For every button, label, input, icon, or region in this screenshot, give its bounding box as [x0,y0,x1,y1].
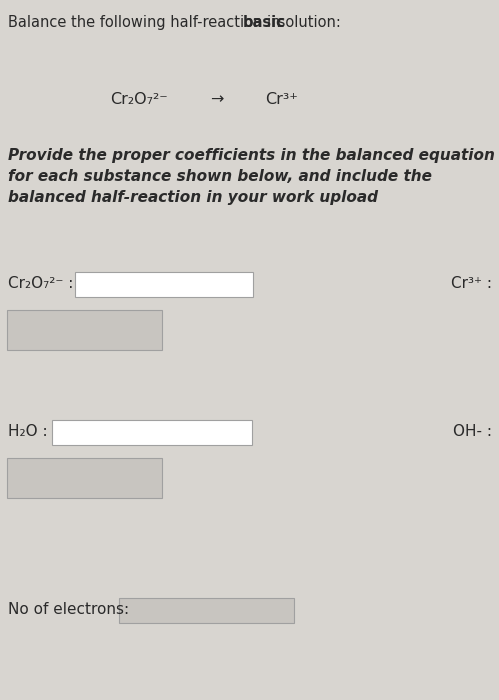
FancyBboxPatch shape [75,272,253,297]
Text: Cr³⁺ :: Cr³⁺ : [451,276,492,291]
FancyBboxPatch shape [7,458,162,498]
Text: Cr₂O₇²⁻ :: Cr₂O₇²⁻ : [8,276,73,291]
Text: No of electrons:: No of electrons: [8,603,129,617]
Text: solution:: solution: [273,15,341,30]
Text: Balance the following half-reaction in: Balance the following half-reaction in [8,15,285,30]
Text: OH- :: OH- : [453,424,492,440]
Text: →: → [210,92,224,108]
Text: Provide the proper coefficients in the balanced equation: Provide the proper coefficients in the b… [8,148,495,163]
Text: for each substance shown below, and include the: for each substance shown below, and incl… [8,169,432,184]
Text: Cr³⁺: Cr³⁺ [265,92,298,108]
Text: H₂O :: H₂O : [8,424,47,440]
FancyBboxPatch shape [119,598,294,623]
Text: basic: basic [243,15,286,30]
Text: balanced half-reaction in your work upload: balanced half-reaction in your work uplo… [8,190,378,205]
Text: Cr₂O₇²⁻: Cr₂O₇²⁻ [110,92,168,108]
FancyBboxPatch shape [7,310,162,350]
FancyBboxPatch shape [52,420,252,445]
